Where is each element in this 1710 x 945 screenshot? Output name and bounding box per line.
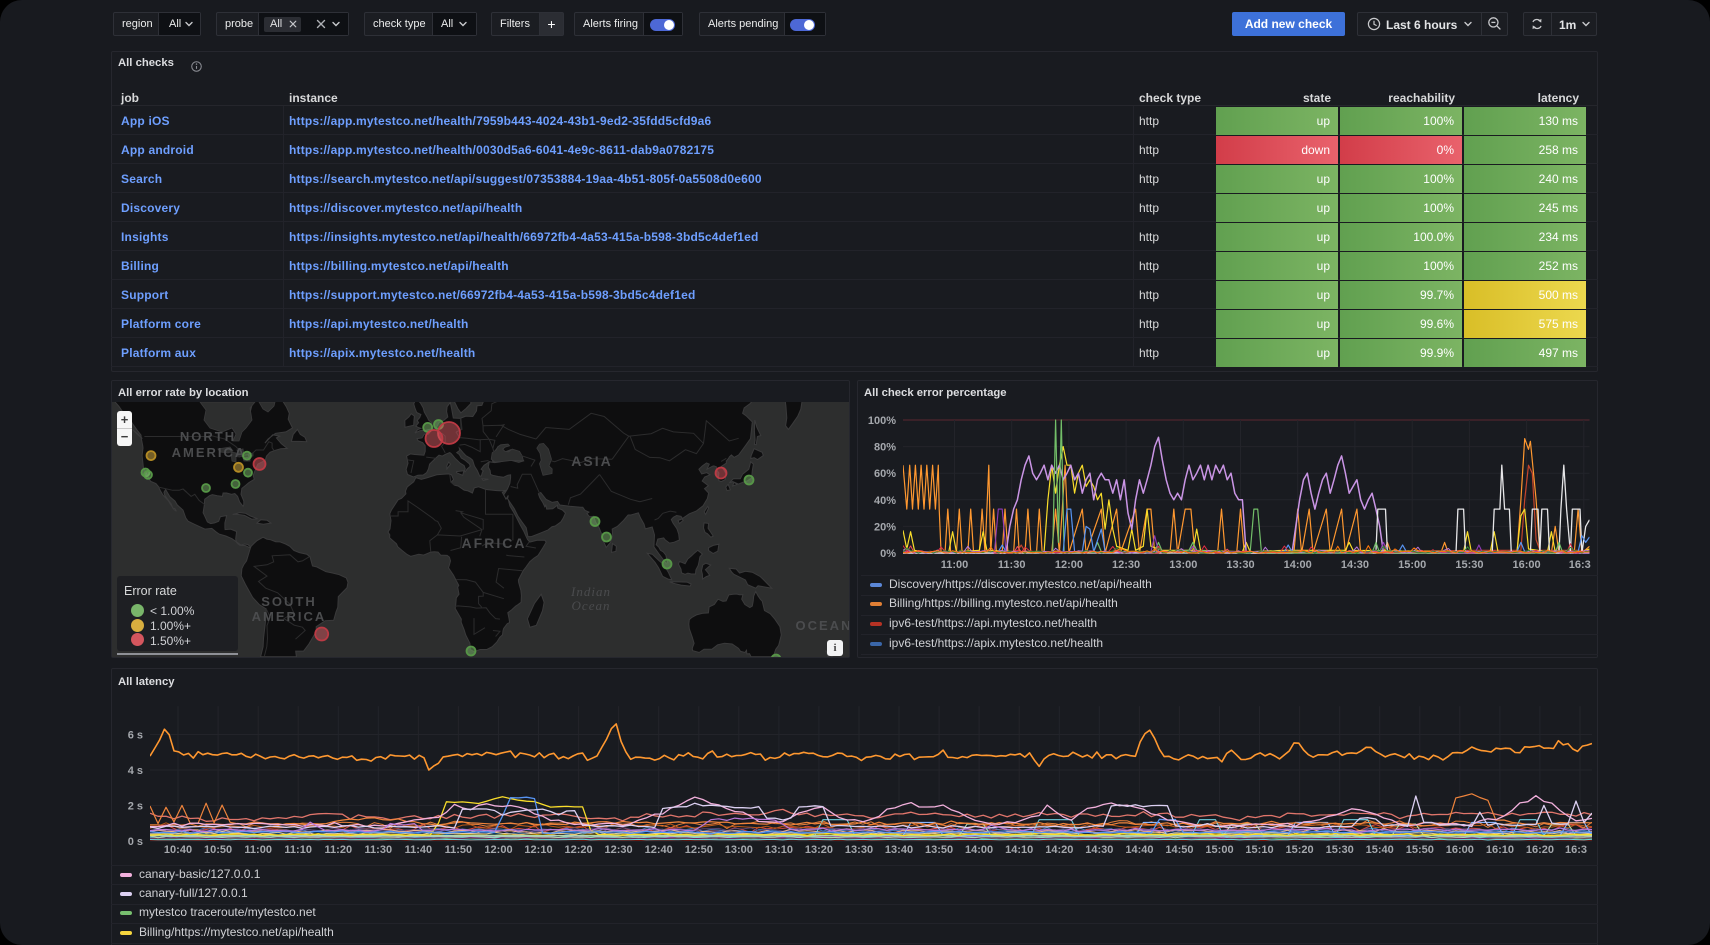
svg-text:16:00: 16:00 bbox=[1446, 844, 1474, 856]
svg-text:ASIA: ASIA bbox=[571, 453, 612, 469]
svg-text:0%: 0% bbox=[880, 548, 896, 560]
svg-text:10:40: 10:40 bbox=[164, 844, 192, 856]
svg-text:13:40: 13:40 bbox=[885, 844, 913, 856]
svg-text:16:20: 16:20 bbox=[1526, 844, 1554, 856]
svg-text:14:30: 14:30 bbox=[1341, 559, 1369, 571]
svg-text:60%: 60% bbox=[874, 468, 896, 480]
svg-text:16:3: 16:3 bbox=[1569, 559, 1591, 571]
svg-text:15:00: 15:00 bbox=[1205, 844, 1233, 856]
svg-text:13:00: 13:00 bbox=[725, 844, 753, 856]
svg-text:12:10: 12:10 bbox=[524, 844, 552, 856]
svg-text:16:00: 16:00 bbox=[1513, 559, 1541, 571]
svg-text:11:30: 11:30 bbox=[998, 559, 1026, 571]
svg-text:OCEAN: OCEAN bbox=[796, 618, 849, 633]
svg-text:6 s: 6 s bbox=[128, 730, 143, 742]
svg-text:13:20: 13:20 bbox=[805, 844, 833, 856]
svg-text:15:40: 15:40 bbox=[1366, 844, 1394, 856]
svg-text:15:00: 15:00 bbox=[1398, 559, 1426, 571]
svg-text:12:30: 12:30 bbox=[1112, 559, 1140, 571]
svg-text:13:30: 13:30 bbox=[845, 844, 873, 856]
svg-text:15:30: 15:30 bbox=[1326, 844, 1354, 856]
svg-text:12:30: 12:30 bbox=[605, 844, 633, 856]
svg-text:14:50: 14:50 bbox=[1165, 844, 1193, 856]
svg-text:13:10: 13:10 bbox=[765, 844, 793, 856]
svg-text:4 s: 4 s bbox=[128, 765, 143, 777]
svg-text:11:30: 11:30 bbox=[365, 844, 393, 856]
svg-text:12:40: 12:40 bbox=[645, 844, 673, 856]
svg-text:SOUTH: SOUTH bbox=[261, 594, 317, 609]
svg-text:11:20: 11:20 bbox=[325, 844, 353, 856]
svg-text:40%: 40% bbox=[874, 495, 896, 507]
svg-text:11:00: 11:00 bbox=[244, 844, 272, 856]
svg-text:15:50: 15:50 bbox=[1406, 844, 1434, 856]
svg-text:14:30: 14:30 bbox=[1085, 844, 1113, 856]
svg-text:12:00: 12:00 bbox=[1055, 559, 1083, 571]
svg-text:20%: 20% bbox=[874, 521, 896, 533]
svg-text:11:50: 11:50 bbox=[445, 844, 473, 856]
svg-text:80%: 80% bbox=[874, 442, 896, 454]
svg-text:11:40: 11:40 bbox=[405, 844, 433, 856]
svg-text:15:30: 15:30 bbox=[1455, 559, 1483, 571]
svg-text:16:3: 16:3 bbox=[1565, 844, 1587, 856]
svg-text:14:10: 14:10 bbox=[1005, 844, 1033, 856]
svg-text:11:10: 11:10 bbox=[284, 844, 312, 856]
svg-text:14:40: 14:40 bbox=[1125, 844, 1153, 856]
svg-text:15:10: 15:10 bbox=[1245, 844, 1273, 856]
svg-text:Ocean: Ocean bbox=[572, 598, 611, 613]
svg-text:2 s: 2 s bbox=[128, 801, 143, 813]
svg-text:14:00: 14:00 bbox=[1284, 559, 1312, 571]
svg-text:14:00: 14:00 bbox=[965, 844, 993, 856]
svg-text:AFRICA: AFRICA bbox=[462, 535, 527, 551]
svg-text:AMERICA: AMERICA bbox=[172, 445, 247, 460]
svg-text:11:00: 11:00 bbox=[941, 559, 969, 571]
svg-text:12:20: 12:20 bbox=[565, 844, 593, 856]
svg-text:15:20: 15:20 bbox=[1286, 844, 1314, 856]
svg-text:Indian: Indian bbox=[570, 584, 611, 599]
svg-text:16:10: 16:10 bbox=[1486, 844, 1514, 856]
svg-text:14:20: 14:20 bbox=[1045, 844, 1073, 856]
svg-text:12:00: 12:00 bbox=[484, 844, 512, 856]
svg-text:AMERICA: AMERICA bbox=[252, 609, 327, 624]
svg-text:13:30: 13:30 bbox=[1226, 559, 1254, 571]
svg-text:100%: 100% bbox=[868, 415, 896, 427]
svg-text:NORTH: NORTH bbox=[180, 429, 236, 444]
svg-text:10:50: 10:50 bbox=[204, 844, 232, 856]
svg-text:13:50: 13:50 bbox=[925, 844, 953, 856]
svg-text:0 s: 0 s bbox=[128, 836, 143, 848]
svg-text:12:50: 12:50 bbox=[685, 844, 713, 856]
svg-text:13:00: 13:00 bbox=[1169, 559, 1197, 571]
